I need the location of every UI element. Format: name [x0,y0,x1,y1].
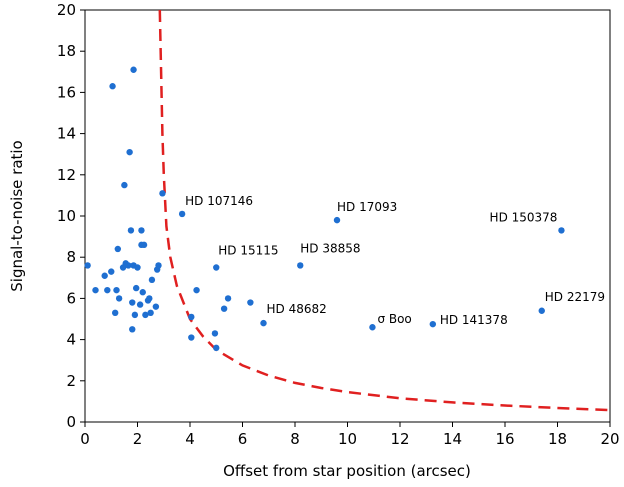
data-point [558,227,565,234]
data-point [114,245,122,253]
data-point [129,326,136,333]
data-point [220,305,228,312]
y-tick-label: 0 [66,413,76,431]
data-point [101,272,108,279]
data-point [188,334,195,341]
y-tick-label: 10 [57,207,76,225]
threshold-curve [158,9,611,412]
data-point [213,264,220,271]
data-point [188,313,195,321]
x-tick-label: 18 [548,430,567,448]
x-tick-label: 20 [600,430,619,448]
point-label: HD 48682 [267,302,327,316]
point-label: HD 15115 [218,244,278,258]
y-axis-ticks: 0 2 4 6 8 10 12 14 16 18 20 [57,1,85,431]
y-tick-label: 8 [66,248,76,266]
x-axis-ticks: 0 2 4 6 8 10 12 14 16 18 20 [80,422,620,448]
x-axis-title: Offset from star position (arcsec) [223,462,471,480]
data-point [84,262,91,269]
data-point [333,216,341,224]
x-tick-label: 0 [80,430,90,448]
data-point [125,262,132,269]
data-point [148,276,156,284]
data-point [429,320,437,328]
data-point [126,148,133,156]
x-tick-label: 8 [290,430,300,448]
point-label: HD 22179 [545,290,605,304]
data-point [224,295,232,302]
data-point [369,324,376,331]
data-point [136,301,144,308]
data-point [247,299,254,306]
data-point [147,309,154,317]
data-point [92,286,99,294]
point-label: HD 107146 [185,194,253,208]
x-tick-label: 16 [495,430,514,448]
y-tick-label: 2 [66,372,76,390]
y-axis-title: Signal-to-noise ratio [8,140,26,292]
data-point [130,66,137,73]
data-point [129,299,136,306]
data-point [127,227,135,234]
point-label: HD 17093 [337,200,397,214]
data-points [84,66,565,352]
data-point [211,330,219,337]
data-point [140,241,148,249]
y-tick-label: 18 [57,42,76,60]
data-point [178,210,186,218]
data-point [142,311,149,319]
data-point [132,284,140,292]
data-point [146,295,153,302]
data-point [121,181,128,189]
y-tick-label: 6 [66,289,76,307]
data-point [134,264,141,271]
y-tick-label: 14 [57,125,76,143]
y-tick-label: 20 [57,1,76,19]
data-point [159,190,166,197]
x-tick-label: 12 [390,430,409,448]
data-point [138,227,145,234]
data-point [131,311,139,319]
data-point [115,295,123,302]
data-point [104,286,111,294]
data-point [139,289,146,296]
point-label: HD 38858 [300,241,360,255]
x-tick-label: 2 [133,430,143,448]
y-tick-label: 12 [57,166,76,184]
point-label: HD 141378 [440,313,508,327]
data-point [193,286,200,294]
point-label: σ Boo [377,312,411,326]
x-tick-label: 10 [338,430,357,448]
data-point [155,262,162,269]
data-point [260,319,267,327]
x-tick-label: 6 [238,430,248,448]
y-tick-label: 4 [66,331,76,349]
data-point [213,344,220,352]
x-tick-label: 14 [443,430,462,448]
x-tick-label: 4 [185,430,195,448]
data-point [109,83,116,90]
data-point [111,309,119,317]
point-annotations: HD 107146 HD 17093 HD 150378 HD 15115 HD 388… [185,194,605,327]
data-point [297,262,304,269]
data-point [113,286,120,294]
y-tick-label: 16 [57,83,76,101]
data-point [538,307,545,314]
point-label: HD 150378 [490,210,558,224]
data-point [108,268,115,275]
data-point [152,303,160,310]
